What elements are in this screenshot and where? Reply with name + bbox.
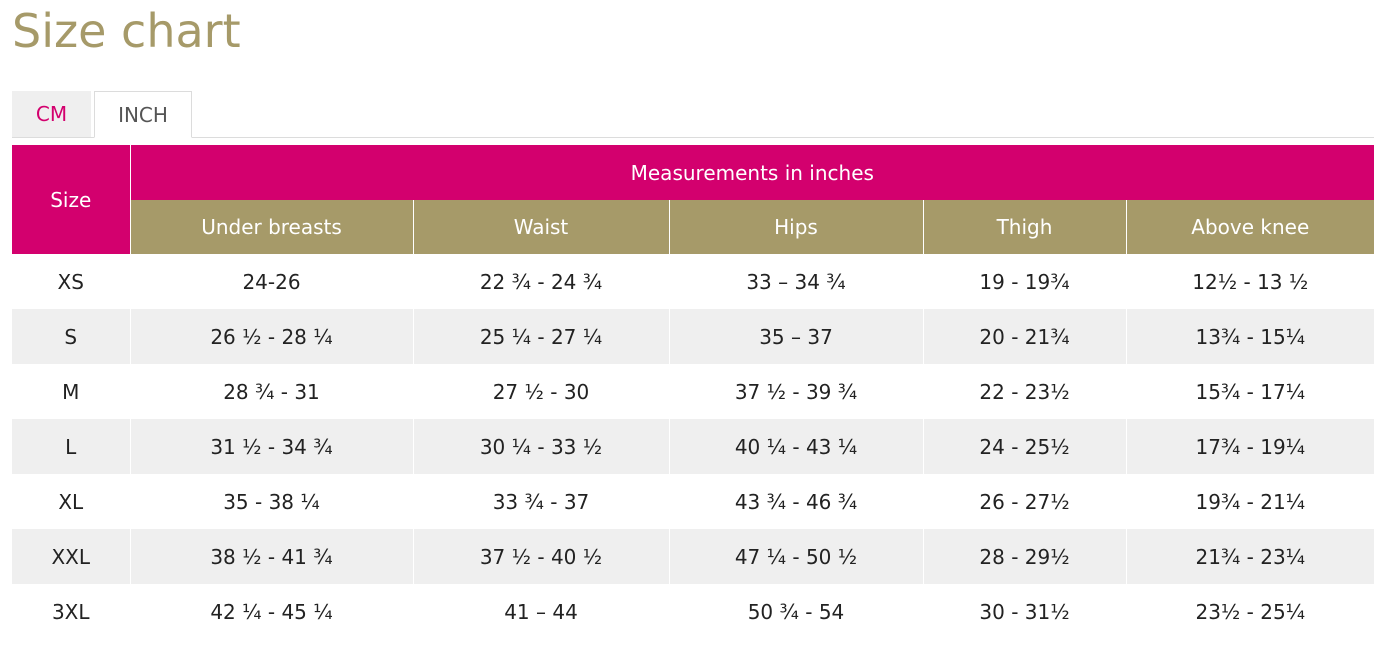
unit-tabs: CM INCH: [12, 91, 1374, 138]
measurement-cell: 41 – 44: [413, 584, 670, 639]
measurement-cell: 50 ¾ - 54: [669, 584, 924, 639]
measurement-cell: 38 ½ - 41 ¾: [130, 529, 414, 584]
measurement-cell: 28 - 29½: [923, 529, 1127, 584]
measurement-cell: 20 - 21¾: [923, 309, 1127, 364]
measurement-cell: 47 ¼ - 50 ½: [669, 529, 924, 584]
size-cell: XS: [12, 254, 131, 309]
size-cell: S: [12, 309, 131, 364]
column-header-row: Under breasts Waist Hips Thigh Above knee: [12, 200, 1375, 254]
measurement-cell: 24-26: [130, 254, 414, 309]
measurements-header: Measurements in inches: [130, 145, 1375, 200]
measurement-cell: 26 - 27½: [923, 474, 1127, 529]
table-row: M 28 ¾ - 31 27 ½ - 30 37 ½ - 39 ¾ 22 - 23½ 15…: [12, 364, 1374, 419]
measurement-cell: 24 - 25½: [923, 419, 1127, 474]
measurement-cell: 22 ¾ - 24 ¾: [413, 254, 670, 309]
measurement-cell: 28 ¾ - 31: [130, 364, 414, 419]
table-row: S 26 ½ - 28 ¼ 25 ¼ - 27 ¼ 35 – 37 20 - 21¾ 13…: [12, 309, 1375, 364]
table-row: XS 24-26 22 ¾ - 24 ¾ 33 – 34 ¾ 19 - 19¾ 12½ -…: [12, 254, 1374, 309]
size-cell: XL: [12, 474, 131, 529]
measurement-cell: 19¾ - 21¼: [1195, 489, 1306, 514]
page-title: Size chart: [12, 4, 241, 58]
measurement-cell: 37 ½ - 40 ½: [413, 529, 670, 584]
measurement-cell: 26 ½ - 28 ¼: [130, 309, 414, 364]
column-header: Waist: [413, 200, 670, 254]
column-header: Under breasts: [130, 200, 414, 254]
tab-cm[interactable]: CM: [12, 91, 91, 137]
size-cell: 3XL: [12, 584, 131, 639]
size-table: Size Measurements in inches Under breast…: [12, 145, 1375, 639]
measurement-cell: 22 - 23½: [923, 364, 1127, 419]
measurement-cell: 31 ½ - 34 ¾: [130, 419, 414, 474]
measurement-cell: 30 - 31½: [923, 584, 1127, 639]
table-body: XS 24-26 22 ¾ - 24 ¾ 33 – 34 ¾ 19 - 19¾ 12½ -…: [12, 254, 1375, 639]
table-row: XXL 38 ½ - 41 ¾ 37 ½ - 40 ½ 47 ¼ - 50 ½ 28 -…: [12, 529, 1375, 584]
column-header: Thigh: [923, 200, 1127, 254]
measurement-cell: 27 ½ - 30: [413, 364, 670, 419]
measurement-cell: 13¾ - 15¼: [1126, 309, 1375, 364]
measurement-cell: 33 ¾ - 37: [413, 474, 670, 529]
size-cell: M: [12, 364, 131, 419]
measurement-cell: 33 – 34 ¾: [669, 254, 924, 309]
measurement-cell: 35 – 37: [669, 309, 924, 364]
measurement-cell: 17¾ - 19¼: [1126, 419, 1375, 474]
size-column-header: Size: [12, 145, 131, 254]
measurement-cell: 23½ - 25¼: [1195, 599, 1306, 624]
measurement-cell: 19 - 19¾: [923, 254, 1127, 309]
measurement-cell: 30 ¼ - 33 ½: [413, 419, 670, 474]
measurement-cell: 35 - 38 ¼: [130, 474, 414, 529]
size-cell: L: [12, 419, 131, 474]
table-row: XL 35 - 38 ¼ 33 ¾ - 37 43 ¾ - 46 ¾ 26 - 27½ 1…: [12, 474, 1374, 529]
measurement-cell: 37 ½ - 39 ¾: [669, 364, 924, 419]
tab-inch[interactable]: INCH: [94, 91, 192, 138]
measurement-cell: 15¾ - 17¼: [1195, 379, 1306, 404]
size-cell: XXL: [12, 529, 131, 584]
measurement-cell: 40 ¼ - 43 ¼: [669, 419, 924, 474]
column-header: Hips: [669, 200, 924, 254]
table-row: L 31 ½ - 34 ¾ 30 ¼ - 33 ½ 40 ¼ - 43 ¼ 24 - 2…: [12, 419, 1375, 474]
table-row: 3XL 42 ¼ - 45 ¼ 41 – 44 50 ¾ - 54 30 - 31½ 23…: [12, 584, 1374, 639]
measurement-cell: 21¾ - 23¼: [1126, 529, 1375, 584]
measurement-cell: 12½ - 13 ½: [1192, 269, 1309, 294]
column-header: Above knee: [1126, 200, 1375, 254]
measurement-cell: 25 ¼ - 27 ¼: [413, 309, 670, 364]
measurement-cell: 43 ¾ - 46 ¾: [669, 474, 924, 529]
measurement-cell: 42 ¼ - 45 ¼: [130, 584, 414, 639]
